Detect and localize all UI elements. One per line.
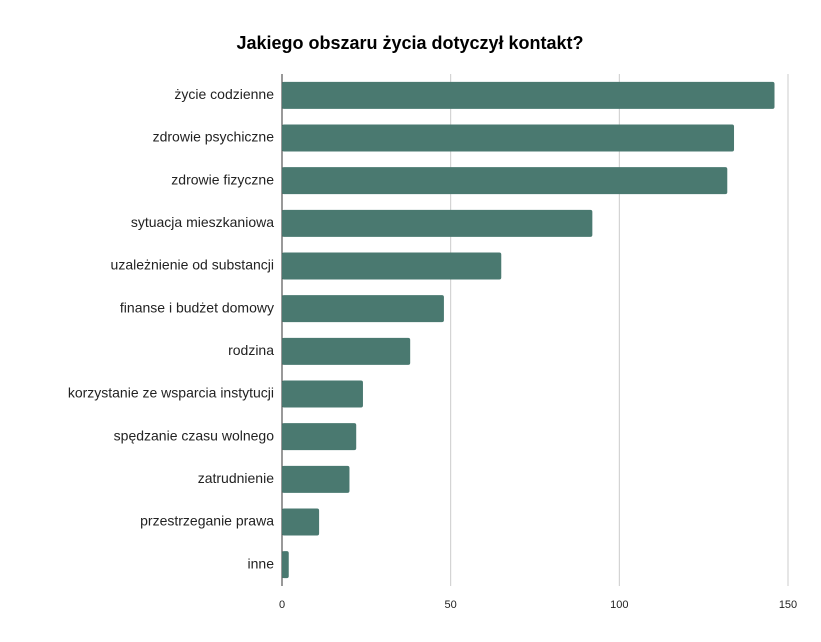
y-tick-label: sytuacja mieszkaniowa bbox=[131, 214, 274, 230]
y-tick-label: zdrowie psychiczne bbox=[153, 129, 275, 145]
bar bbox=[282, 380, 363, 408]
bar bbox=[282, 252, 502, 280]
y-tick-label: inne bbox=[248, 555, 275, 571]
bar bbox=[282, 423, 357, 451]
y-tick-label: rodzina bbox=[228, 342, 274, 358]
bar bbox=[282, 465, 350, 493]
x-tick-label: 0 bbox=[279, 599, 285, 611]
bar bbox=[282, 508, 320, 536]
bar bbox=[282, 551, 289, 579]
y-tick-label: życie codzienne bbox=[174, 86, 274, 102]
y-tick-label: spędzanie czasu wolnego bbox=[114, 427, 275, 443]
x-tick-label: 100 bbox=[610, 599, 628, 611]
bar bbox=[282, 167, 728, 195]
chart-title: Jakiego obszaru życia dotyczył kontakt? bbox=[236, 33, 583, 53]
y-tick-label: korzystanie ze wsparcia instytucji bbox=[68, 385, 274, 401]
y-tick-label: zatrudnienie bbox=[198, 470, 274, 486]
y-tick-label: przestrzeganie prawa bbox=[140, 513, 274, 529]
x-tick-label: 50 bbox=[445, 599, 457, 611]
x-tick-label: 150 bbox=[779, 599, 797, 611]
bar bbox=[282, 337, 411, 365]
y-tick-label: zdrowie fizyczne bbox=[171, 171, 274, 187]
bar bbox=[282, 124, 735, 152]
y-tick-label: uzależnienie od substancji bbox=[111, 257, 274, 273]
bar bbox=[282, 81, 775, 109]
bar bbox=[282, 295, 444, 323]
bar bbox=[282, 209, 593, 237]
y-tick-label: finanse i budżet domowy bbox=[120, 299, 274, 315]
